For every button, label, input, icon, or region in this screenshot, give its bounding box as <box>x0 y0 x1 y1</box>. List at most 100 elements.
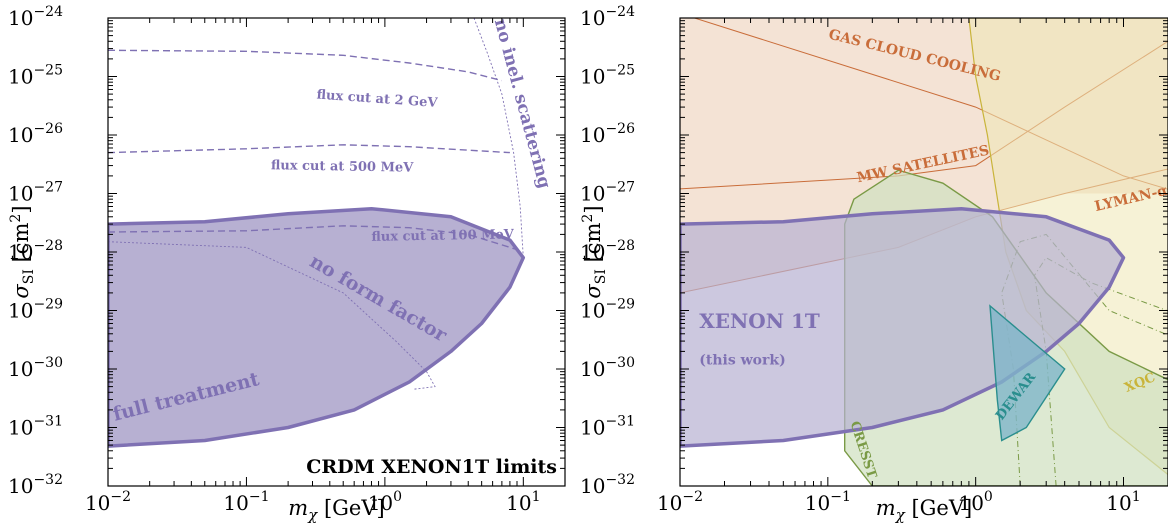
y-tick-label-base: 10 <box>8 240 33 264</box>
y-axis-label-symbol: σ <box>581 284 605 299</box>
x-axis-label-unit: [GeV] <box>905 496 972 520</box>
y-tick-label: 10−24 <box>580 4 635 30</box>
legend-text: CRDM XENON1T limits <box>306 456 557 478</box>
y-tick-label-exponent: −30 <box>605 355 635 371</box>
flux-cut-line <box>108 49 503 82</box>
y-tick-label: 10−28 <box>580 238 635 264</box>
y-tick-label-base: 10 <box>580 357 605 381</box>
y-axis-label-subscript: SI <box>593 269 609 284</box>
left-panel: flux cut at 2 GeV flux cut at 500 MeV flux… <box>8 4 566 523</box>
y-axis-label: σSI [cm2] <box>8 205 37 298</box>
y-tick-label-exponent: −29 <box>33 297 63 313</box>
y-tick-label: 10−25 <box>8 63 63 89</box>
x-tick-label-exponent: −1 <box>249 489 270 505</box>
x-tick-label-exponent: 0 <box>393 489 402 505</box>
y-tick-label-base: 10 <box>8 6 33 30</box>
y-tick-label-exponent: −31 <box>33 414 63 430</box>
y-tick-label: 10−25 <box>580 63 635 89</box>
dotted-curve <box>108 241 436 390</box>
y-tick-label: 10−32 <box>8 472 63 498</box>
x-tick-label: 10−1 <box>223 489 269 515</box>
x-tick-label-base: 10 <box>223 491 248 515</box>
x-tick-label-base: 10 <box>368 491 393 515</box>
y-tick-label: 10−26 <box>8 121 63 147</box>
x-tick-label: 10−1 <box>805 489 851 515</box>
y-axis-label-unit-close: ] <box>581 205 605 213</box>
x-tick-label-exponent: 1 <box>1132 489 1141 505</box>
y-tick-label-base: 10 <box>8 123 33 147</box>
y-tick-label-base: 10 <box>8 357 33 381</box>
y-tick-label-exponent: −29 <box>605 297 635 313</box>
label-this-work: (this work) <box>699 352 785 368</box>
label-flux-500mev: flux cut at 500 MeV <box>271 158 415 175</box>
y-tick-label: 10−27 <box>580 180 635 206</box>
xenon1t-region <box>680 206 1126 448</box>
y-tick-label-base: 10 <box>580 474 605 498</box>
x-tick-label-exponent: 1 <box>532 489 541 505</box>
y-tick-label-base: 10 <box>8 416 33 440</box>
y-tick-label-base: 10 <box>8 474 33 498</box>
y-tick-label-exponent: −31 <box>605 414 635 430</box>
y-axis-label-subscript: SI <box>21 269 37 284</box>
y-tick-label: 10−30 <box>580 355 635 381</box>
x-axis-label: mχ [GeV] <box>876 496 972 523</box>
flux-cut-line <box>108 225 518 251</box>
y-tick-label-exponent: −24 <box>605 4 635 20</box>
y-tick-label-base: 10 <box>580 299 605 323</box>
y-tick-label-base: 10 <box>580 65 605 89</box>
x-tick-label-base: 10 <box>85 491 110 515</box>
y-tick-label-base: 10 <box>580 123 605 147</box>
x-tick-label-exponent: −2 <box>110 489 131 505</box>
y-tick-label: 10−29 <box>8 297 63 323</box>
x-tick-label: 100 <box>958 489 992 515</box>
y-tick-label-base: 10 <box>580 416 605 440</box>
y-tick-label-exponent: −26 <box>605 121 635 137</box>
right-plot-area <box>680 18 1168 486</box>
dewar-region <box>989 304 1066 442</box>
y-tick-label: 10−31 <box>8 414 63 440</box>
y-tick-label-exponent: −28 <box>605 238 635 254</box>
y-tick-label: 10−32 <box>580 472 635 498</box>
y-tick-label-exponent: −32 <box>33 472 63 488</box>
y-tick-label-base: 10 <box>580 182 605 206</box>
y-axis-label-unit: [cm <box>9 222 33 269</box>
y-tick-label: 10−27 <box>8 180 63 206</box>
y-tick-label-base: 10 <box>8 182 33 206</box>
x-tick-label-base: 10 <box>657 491 682 515</box>
y-axis-label-unit-exponent: 2 <box>580 214 596 223</box>
y-tick-label: 10−31 <box>580 414 635 440</box>
y-tick-label-exponent: −32 <box>605 472 635 488</box>
full-treatment-region <box>108 206 526 448</box>
label-no-inel: no inel. scattering <box>490 17 555 191</box>
y-tick-label-base: 10 <box>8 65 33 89</box>
y-tick-label-exponent: −25 <box>605 63 635 79</box>
x-axis-label: mχ [GeV] <box>288 496 384 523</box>
y-tick-label: 10−29 <box>580 297 635 323</box>
y-axis-label-symbol: σ <box>9 284 33 299</box>
y-tick-label-base: 10 <box>8 299 33 323</box>
y-tick-label-exponent: −27 <box>605 180 635 196</box>
x-axis-label-symbol: m <box>288 496 308 520</box>
flux-cut-line <box>108 144 510 154</box>
left-plot-area <box>108 18 526 448</box>
x-axis-label-subscript: χ <box>895 506 906 523</box>
y-tick-label-exponent: −25 <box>33 63 63 79</box>
label-flux-2gev: flux cut at 2 GeV <box>316 88 439 111</box>
y-axis-label-unit-exponent: 2 <box>8 214 24 223</box>
x-axis-label-subscript: χ <box>307 506 318 523</box>
y-tick-label: 10−28 <box>8 238 63 264</box>
y-axis-label-unit-close: ] <box>9 205 33 213</box>
x-tick-label: 100 <box>368 489 402 515</box>
x-tick-label-exponent: −1 <box>830 489 851 505</box>
x-tick-label: 10−2 <box>657 489 703 515</box>
y-axis-label: σSI [cm2] <box>580 205 609 298</box>
x-tick-label: 101 <box>506 489 540 515</box>
y-tick-label-exponent: −26 <box>33 121 63 137</box>
y-tick-label: 10−26 <box>580 121 635 147</box>
y-tick-label-base: 10 <box>580 240 605 264</box>
label-flux-100mev: flux cut at 100 MeV <box>371 227 515 244</box>
x-tick-label-base: 10 <box>1106 491 1131 515</box>
x-tick-label-base: 10 <box>958 491 983 515</box>
